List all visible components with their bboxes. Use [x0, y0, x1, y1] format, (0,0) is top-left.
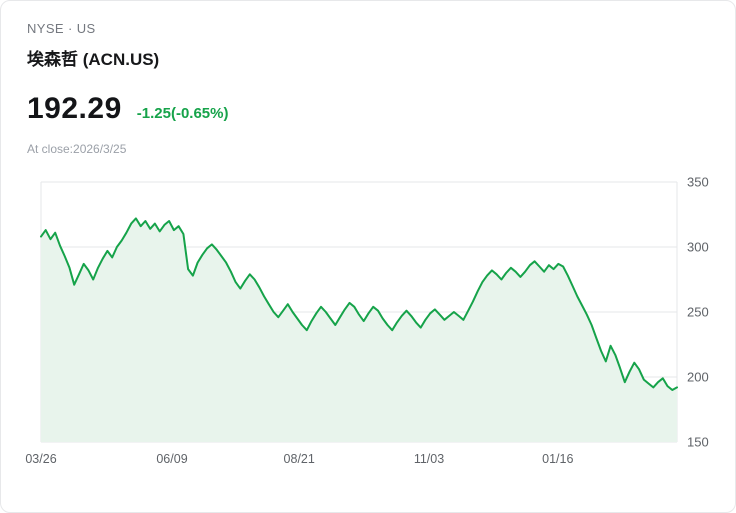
close-timestamp: At close:2026/3/25 — [27, 142, 127, 156]
svg-text:01/16: 01/16 — [542, 452, 573, 466]
x-axis-labels: 03/26 06/09 08/21 11/03 01/16 — [25, 452, 573, 466]
price-row: 192.29 -1.25(-0.65%) — [27, 92, 709, 126]
y-axis-labels: 350 300 250 200 150 — [687, 175, 709, 450]
quote-header: NYSE · US 埃森哲 (ACN.US) 192.29 -1.25(-0.6… — [1, 1, 735, 156]
svg-text:250: 250 — [687, 305, 709, 320]
stock-price: 192.29 — [27, 92, 122, 125]
svg-text:350: 350 — [687, 175, 709, 190]
svg-text:06/09: 06/09 — [156, 452, 187, 466]
stock-title: 埃森哲 (ACN.US) — [27, 50, 160, 69]
svg-text:03/26: 03/26 — [25, 452, 56, 466]
svg-text:150: 150 — [687, 435, 709, 450]
svg-text:08/21: 08/21 — [284, 452, 315, 466]
svg-text:200: 200 — [687, 370, 709, 385]
price-line — [40, 217, 678, 391]
svg-text:300: 300 — [687, 240, 709, 255]
svg-text:11/03: 11/03 — [414, 452, 444, 466]
price-chart[interactable]: 350 300 250 200 150 03/26 06/09 08/21 11/03 01/16 — [1, 167, 736, 479]
area-fill — [41, 218, 677, 442]
price-change: -1.25(-0.65%) — [136, 105, 229, 122]
exchange-label: NYSE · US — [27, 21, 96, 36]
